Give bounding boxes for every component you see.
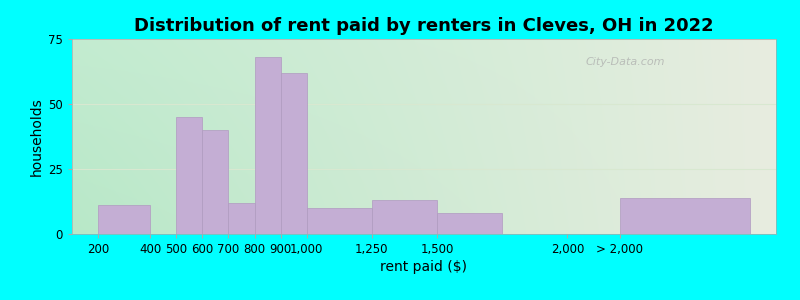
- Bar: [281, 73, 306, 234]
- Bar: [372, 200, 437, 234]
- Text: City-Data.com: City-Data.com: [586, 57, 666, 68]
- Bar: [306, 208, 372, 234]
- Bar: [437, 213, 502, 234]
- Bar: [619, 198, 750, 234]
- X-axis label: rent paid ($): rent paid ($): [381, 260, 467, 274]
- Bar: [176, 117, 202, 234]
- Bar: [202, 130, 229, 234]
- Title: Distribution of rent paid by renters in Cleves, OH in 2022: Distribution of rent paid by renters in …: [134, 17, 714, 35]
- Bar: [254, 57, 281, 234]
- Y-axis label: households: households: [30, 97, 44, 176]
- Bar: [229, 203, 254, 234]
- Bar: [98, 206, 150, 234]
